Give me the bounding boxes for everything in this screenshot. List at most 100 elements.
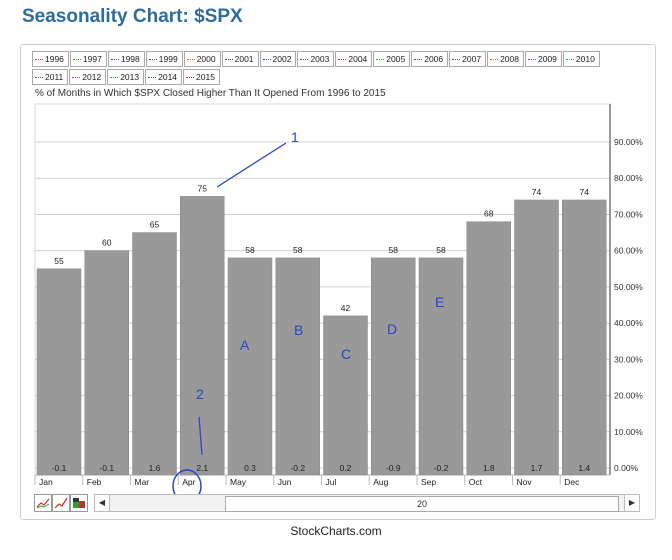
- annotation-label-b: B: [294, 322, 303, 338]
- legend-item-2012[interactable]: 2012: [69, 69, 107, 85]
- legend-swatch-icon: [262, 59, 271, 61]
- legend-swatch-icon: [452, 59, 461, 61]
- avg-return-label: -0.2: [434, 463, 449, 473]
- annotation-label-1: 1: [291, 129, 299, 145]
- legend-item-2011[interactable]: 2011: [32, 69, 69, 85]
- legend-label: 2008: [500, 54, 519, 64]
- legend-swatch-icon: [565, 59, 574, 61]
- annotation-label-c: C: [341, 346, 351, 362]
- bar-oct: [466, 221, 511, 476]
- line-chart-icon[interactable]: [34, 494, 52, 512]
- legend-item-2008[interactable]: 2008: [487, 51, 524, 67]
- avg-return-label: -0.2: [290, 463, 305, 473]
- bar-value-label: 58: [245, 245, 255, 255]
- legend-label: 2000: [196, 54, 216, 64]
- bar-value-label: 58: [389, 245, 399, 255]
- legend-label: 2014: [158, 72, 178, 82]
- y-tick-label: 90.00%: [614, 137, 643, 147]
- legend-swatch-icon: [72, 77, 81, 79]
- legend-item-2007[interactable]: 2007: [449, 51, 487, 67]
- legend-item-2001[interactable]: 2001: [221, 51, 259, 67]
- legend-swatch-icon: [110, 77, 119, 79]
- plot-area: [34, 103, 611, 476]
- scroll-right-icon[interactable]: ▶: [624, 495, 639, 511]
- legend-label: 2013: [120, 72, 140, 82]
- legend-item-2005[interactable]: 2005: [373, 51, 411, 67]
- scrollbar-thumb[interactable]: 20: [225, 496, 619, 512]
- bar-value-label: 58: [436, 245, 446, 255]
- legend-item-2015[interactable]: 2015: [183, 69, 220, 85]
- legend-label: 1996: [45, 54, 64, 64]
- page-title: Seasonality Chart: $SPX: [22, 6, 243, 27]
- legend-swatch-icon: [148, 77, 157, 79]
- legend-label: 2006: [424, 54, 444, 64]
- bar-jun: [275, 257, 320, 476]
- legend-swatch-icon: [35, 59, 43, 61]
- legend-label: 2005: [386, 54, 406, 64]
- y-tick-label: 50.00%: [614, 282, 643, 292]
- x-tick-label: May: [230, 477, 247, 487]
- x-tick-label: Jul: [326, 477, 337, 487]
- legend-label: 1998: [120, 54, 140, 64]
- bar-nov: [514, 199, 559, 476]
- legend-label: 2011: [45, 72, 64, 82]
- legend-item-2010[interactable]: 2010: [562, 51, 600, 67]
- bar-feb: [84, 250, 129, 476]
- legend-item-2013[interactable]: 2013: [107, 69, 145, 85]
- legend-label: 2012: [82, 72, 102, 82]
- legend-item-2004[interactable]: 2004: [335, 51, 373, 67]
- legend-item-2006[interactable]: 2006: [411, 51, 449, 67]
- trend-chart-icon[interactable]: [52, 494, 70, 512]
- bar-jan: [36, 268, 82, 476]
- legend-swatch-icon: [186, 77, 195, 79]
- y-tick-label: 60.00%: [614, 246, 643, 256]
- avg-return-label: 0.3: [244, 463, 256, 473]
- x-tick-label: Aug: [373, 477, 388, 487]
- legend-item-1999[interactable]: 1999: [145, 51, 183, 67]
- bar-mar: [132, 232, 177, 476]
- bar-value-label: 65: [150, 220, 160, 230]
- legend-item-2000[interactable]: 2000: [183, 51, 221, 67]
- annotation-label-d: D: [387, 321, 397, 337]
- legend-swatch-icon: [490, 59, 499, 61]
- y-tick-label: 40.00%: [614, 318, 643, 328]
- avg-return-label: 1.8: [483, 463, 495, 473]
- legend-label: 1999: [158, 54, 178, 64]
- legend-swatch-icon: [72, 59, 81, 61]
- bar-value-label: 58: [293, 245, 303, 255]
- legend-swatch-icon: [376, 59, 385, 61]
- y-tick-label: 70.00%: [614, 209, 643, 219]
- legend-item-2002[interactable]: 2002: [259, 51, 297, 67]
- legend-item-2009[interactable]: 2009: [524, 51, 562, 67]
- legend-item-2003[interactable]: 2003: [297, 51, 335, 67]
- bar-value-label: 74: [532, 187, 542, 197]
- x-tick-label: Dec: [564, 477, 580, 487]
- scroll-left-icon[interactable]: ◀: [95, 495, 110, 511]
- bar-chart-icon[interactable]: [70, 494, 88, 512]
- annotation-label-e: E: [435, 294, 444, 310]
- x-tick-label: Mar: [135, 477, 150, 487]
- legend-swatch-icon: [110, 59, 119, 61]
- bar-aug: [371, 257, 416, 476]
- legend-item-1996[interactable]: 1996: [32, 51, 69, 67]
- x-tick-label: Apr: [182, 477, 195, 487]
- legend-item-1998[interactable]: 1998: [107, 51, 145, 67]
- annotation-line-2: [198, 416, 203, 456]
- x-tick-label: Nov: [517, 477, 533, 487]
- x-tick-label: Oct: [469, 477, 483, 487]
- legend-swatch-icon: [186, 59, 195, 61]
- y-tick-label: 20.00%: [614, 391, 643, 401]
- annotation-line-1: [216, 142, 287, 188]
- legend-item-2014[interactable]: 2014: [145, 69, 183, 85]
- bar-value-label: 55: [54, 256, 64, 266]
- bar-dec: [562, 199, 607, 476]
- avg-return-label: -0.9: [386, 463, 401, 473]
- avg-return-label: 1.6: [149, 463, 161, 473]
- legend-item-1997[interactable]: 1997: [69, 51, 107, 67]
- bar-value-label: 75: [198, 183, 208, 193]
- x-tick-label: Jan: [39, 477, 53, 487]
- legend-label: 2002: [272, 54, 292, 64]
- zoom-scrollbar[interactable]: ◀ ▶ 20: [94, 494, 640, 512]
- footer-credit: StockCharts.com: [290, 524, 382, 538]
